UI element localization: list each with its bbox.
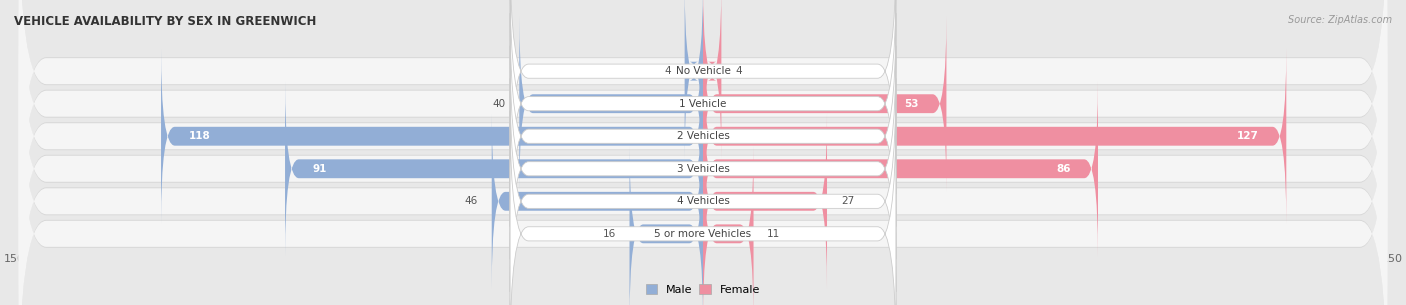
FancyBboxPatch shape: [18, 0, 1388, 305]
FancyBboxPatch shape: [703, 146, 754, 305]
FancyBboxPatch shape: [510, 46, 896, 292]
FancyBboxPatch shape: [519, 16, 703, 192]
FancyBboxPatch shape: [703, 16, 946, 192]
Text: 118: 118: [188, 131, 211, 141]
Text: 53: 53: [904, 99, 920, 109]
FancyBboxPatch shape: [162, 48, 703, 224]
Text: No Vehicle: No Vehicle: [675, 66, 731, 76]
FancyBboxPatch shape: [510, 0, 896, 194]
FancyBboxPatch shape: [18, 0, 1388, 286]
FancyBboxPatch shape: [18, 0, 1388, 305]
FancyBboxPatch shape: [703, 48, 1286, 224]
FancyBboxPatch shape: [630, 146, 703, 305]
Text: 127: 127: [1237, 131, 1258, 141]
FancyBboxPatch shape: [18, 0, 1388, 305]
FancyBboxPatch shape: [18, 0, 1388, 253]
Text: Source: ZipAtlas.com: Source: ZipAtlas.com: [1288, 15, 1392, 25]
Text: 46: 46: [465, 196, 478, 206]
FancyBboxPatch shape: [18, 20, 1388, 305]
FancyBboxPatch shape: [18, 0, 1388, 305]
FancyBboxPatch shape: [18, 19, 1388, 305]
Text: 27: 27: [841, 196, 853, 206]
Text: 16: 16: [603, 229, 616, 239]
FancyBboxPatch shape: [510, 111, 896, 305]
FancyBboxPatch shape: [685, 0, 703, 159]
FancyBboxPatch shape: [510, 0, 896, 227]
Text: 3 Vehicles: 3 Vehicles: [676, 164, 730, 174]
Text: 2 Vehicles: 2 Vehicles: [676, 131, 730, 141]
FancyBboxPatch shape: [492, 113, 703, 289]
FancyBboxPatch shape: [510, 13, 896, 259]
FancyBboxPatch shape: [510, 78, 896, 305]
Text: 40: 40: [492, 99, 506, 109]
Text: 11: 11: [768, 229, 780, 239]
Text: 4 Vehicles: 4 Vehicles: [676, 196, 730, 206]
FancyBboxPatch shape: [285, 81, 703, 257]
Text: 1 Vehicle: 1 Vehicle: [679, 99, 727, 109]
Text: 5 or more Vehicles: 5 or more Vehicles: [654, 229, 752, 239]
FancyBboxPatch shape: [703, 0, 721, 159]
Text: 4: 4: [735, 66, 742, 76]
FancyBboxPatch shape: [18, 53, 1388, 305]
Text: 4: 4: [664, 66, 671, 76]
Text: 86: 86: [1056, 164, 1070, 174]
Text: VEHICLE AVAILABILITY BY SEX IN GREENWICH: VEHICLE AVAILABILITY BY SEX IN GREENWICH: [14, 15, 316, 28]
FancyBboxPatch shape: [18, 52, 1388, 305]
Text: 91: 91: [312, 164, 328, 174]
FancyBboxPatch shape: [703, 81, 1098, 257]
FancyBboxPatch shape: [703, 113, 827, 289]
Legend: Male, Female: Male, Female: [641, 280, 765, 299]
FancyBboxPatch shape: [18, 0, 1388, 285]
FancyBboxPatch shape: [18, 0, 1388, 252]
